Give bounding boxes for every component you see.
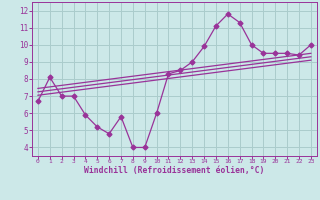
X-axis label: Windchill (Refroidissement éolien,°C): Windchill (Refroidissement éolien,°C) [84,166,265,175]
